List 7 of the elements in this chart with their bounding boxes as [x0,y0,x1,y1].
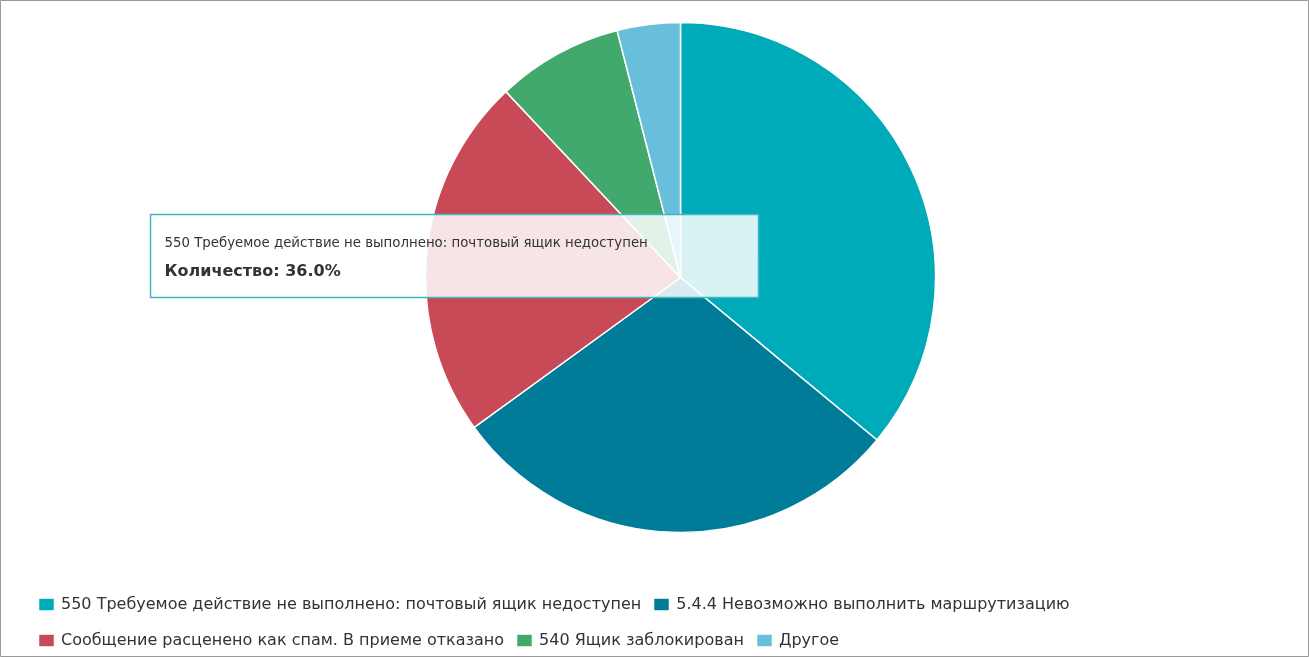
text: 550 Требуемое действие не выполнено: почтовый ящик недоступен [164,235,648,250]
legend-label: 550 Требуемое действие не выполнено: почтовый ящик недоступен [61,594,642,613]
legend-label: 5.4.4 Невозможно выполнить маршрутизацию [676,594,1070,613]
legend-label: Другое [778,630,840,649]
legend-label: 540 Ящик заблокирован [539,630,744,649]
text: Количество: 36.0% [164,261,341,280]
legend-label: Сообщение расценено как спам. В приеме отказано [61,630,505,649]
